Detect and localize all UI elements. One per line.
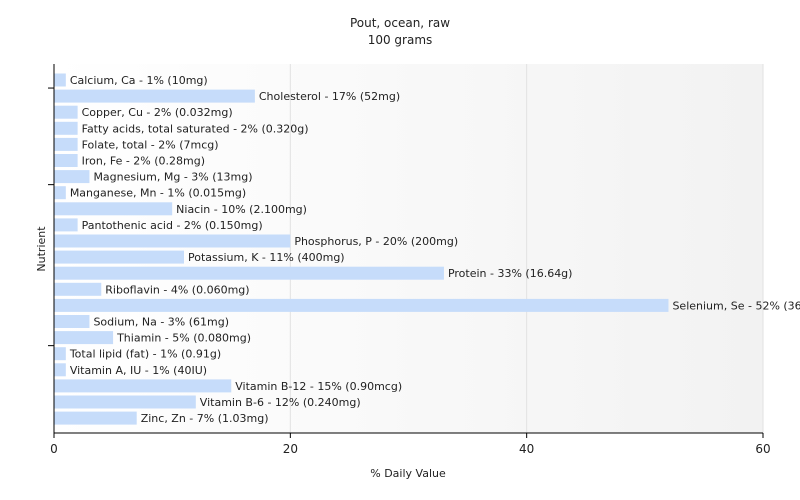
x-tick-label: 60 <box>755 442 770 456</box>
y-axis-label: Nutrient <box>35 226 48 272</box>
bar <box>54 298 669 312</box>
bar-data-label: Magnesium, Mg - 3% (13mg) <box>93 171 252 184</box>
bar-data-label: Iron, Fe - 2% (0.28mg) <box>82 155 205 168</box>
x-axis-label: % Daily Value <box>370 467 446 480</box>
bar-data-label: Copper, Cu - 2% (0.032mg) <box>82 106 233 119</box>
x-tick-label: 20 <box>283 442 298 456</box>
grid-lines <box>289 64 764 433</box>
bar <box>54 89 255 103</box>
x-tick-label: 40 <box>519 442 534 456</box>
bar <box>54 137 78 151</box>
bar-data-label: Calcium, Ca - 1% (10mg) <box>70 74 208 87</box>
bar-data-label: Potassium, K - 11% (400mg) <box>188 251 345 264</box>
axes-group <box>48 64 764 438</box>
bar-data-label: Protein - 33% (16.64g) <box>448 267 573 280</box>
bars-group <box>54 73 669 425</box>
plot-background <box>54 64 763 433</box>
bar <box>54 347 66 361</box>
bar-data-label: Phosphorus, P - 20% (200mg) <box>294 235 458 248</box>
bar <box>54 105 78 119</box>
data-labels-group: Calcium, Ca - 1% (10mg) Cholesterol - 17%… <box>69 74 800 425</box>
bar-data-label: Pantothenic acid - 2% (0.150mg) <box>82 219 263 232</box>
bar-data-label: Vitamin B-12 - 15% (0.90mcg) <box>235 380 402 393</box>
bar-data-label: Folate, total - 2% (7mcg) <box>82 138 219 151</box>
bar-data-label: Fatty acids, total saturated - 2% (0.320… <box>82 122 309 135</box>
x-tick-label: 0 <box>50 442 58 456</box>
bar-data-label: Cholesterol - 17% (52mg) <box>259 90 400 103</box>
bar-data-label: Riboflavin - 4% (0.060mg) <box>105 283 249 296</box>
bar <box>54 73 66 87</box>
bar <box>54 170 90 184</box>
bar <box>54 363 66 377</box>
bar <box>54 218 78 232</box>
bar <box>54 395 196 409</box>
bar-data-label: Zinc, Zn - 7% (1.03mg) <box>141 412 269 425</box>
bar-data-label: Selenium, Se - 52% (36.5mcg) <box>672 299 800 312</box>
bar <box>54 379 232 393</box>
bar <box>54 121 78 135</box>
bar-data-label: Total lipid (fat) - 1% (0.91g) <box>69 348 221 361</box>
bar <box>54 331 114 345</box>
bar-data-label: Thiamin - 5% (0.080mg) <box>116 332 251 345</box>
bar-data-label: Vitamin A, IU - 1% (40IU) <box>70 364 207 377</box>
bar <box>54 154 78 167</box>
bar-data-label: Vitamin B-6 - 12% (0.240mg) <box>200 396 361 409</box>
bar <box>54 411 137 425</box>
bar <box>54 266 444 280</box>
bar-data-label: Niacin - 10% (2.100mg) <box>176 203 307 216</box>
bar-data-label: Sodium, Na - 3% (61mg) <box>93 316 229 329</box>
bar <box>54 282 102 296</box>
chart-title: Pout, ocean, raw <box>350 16 450 30</box>
bar <box>54 250 184 264</box>
bar <box>54 315 90 328</box>
x-tick-labels-group: 0 20 40 60 <box>50 442 770 456</box>
bar-data-label: Manganese, Mn - 1% (0.015mg) <box>70 187 246 200</box>
bar <box>54 234 291 248</box>
bar <box>54 186 66 200</box>
bar <box>54 202 173 216</box>
chart-subtitle: 100 grams <box>368 33 433 47</box>
